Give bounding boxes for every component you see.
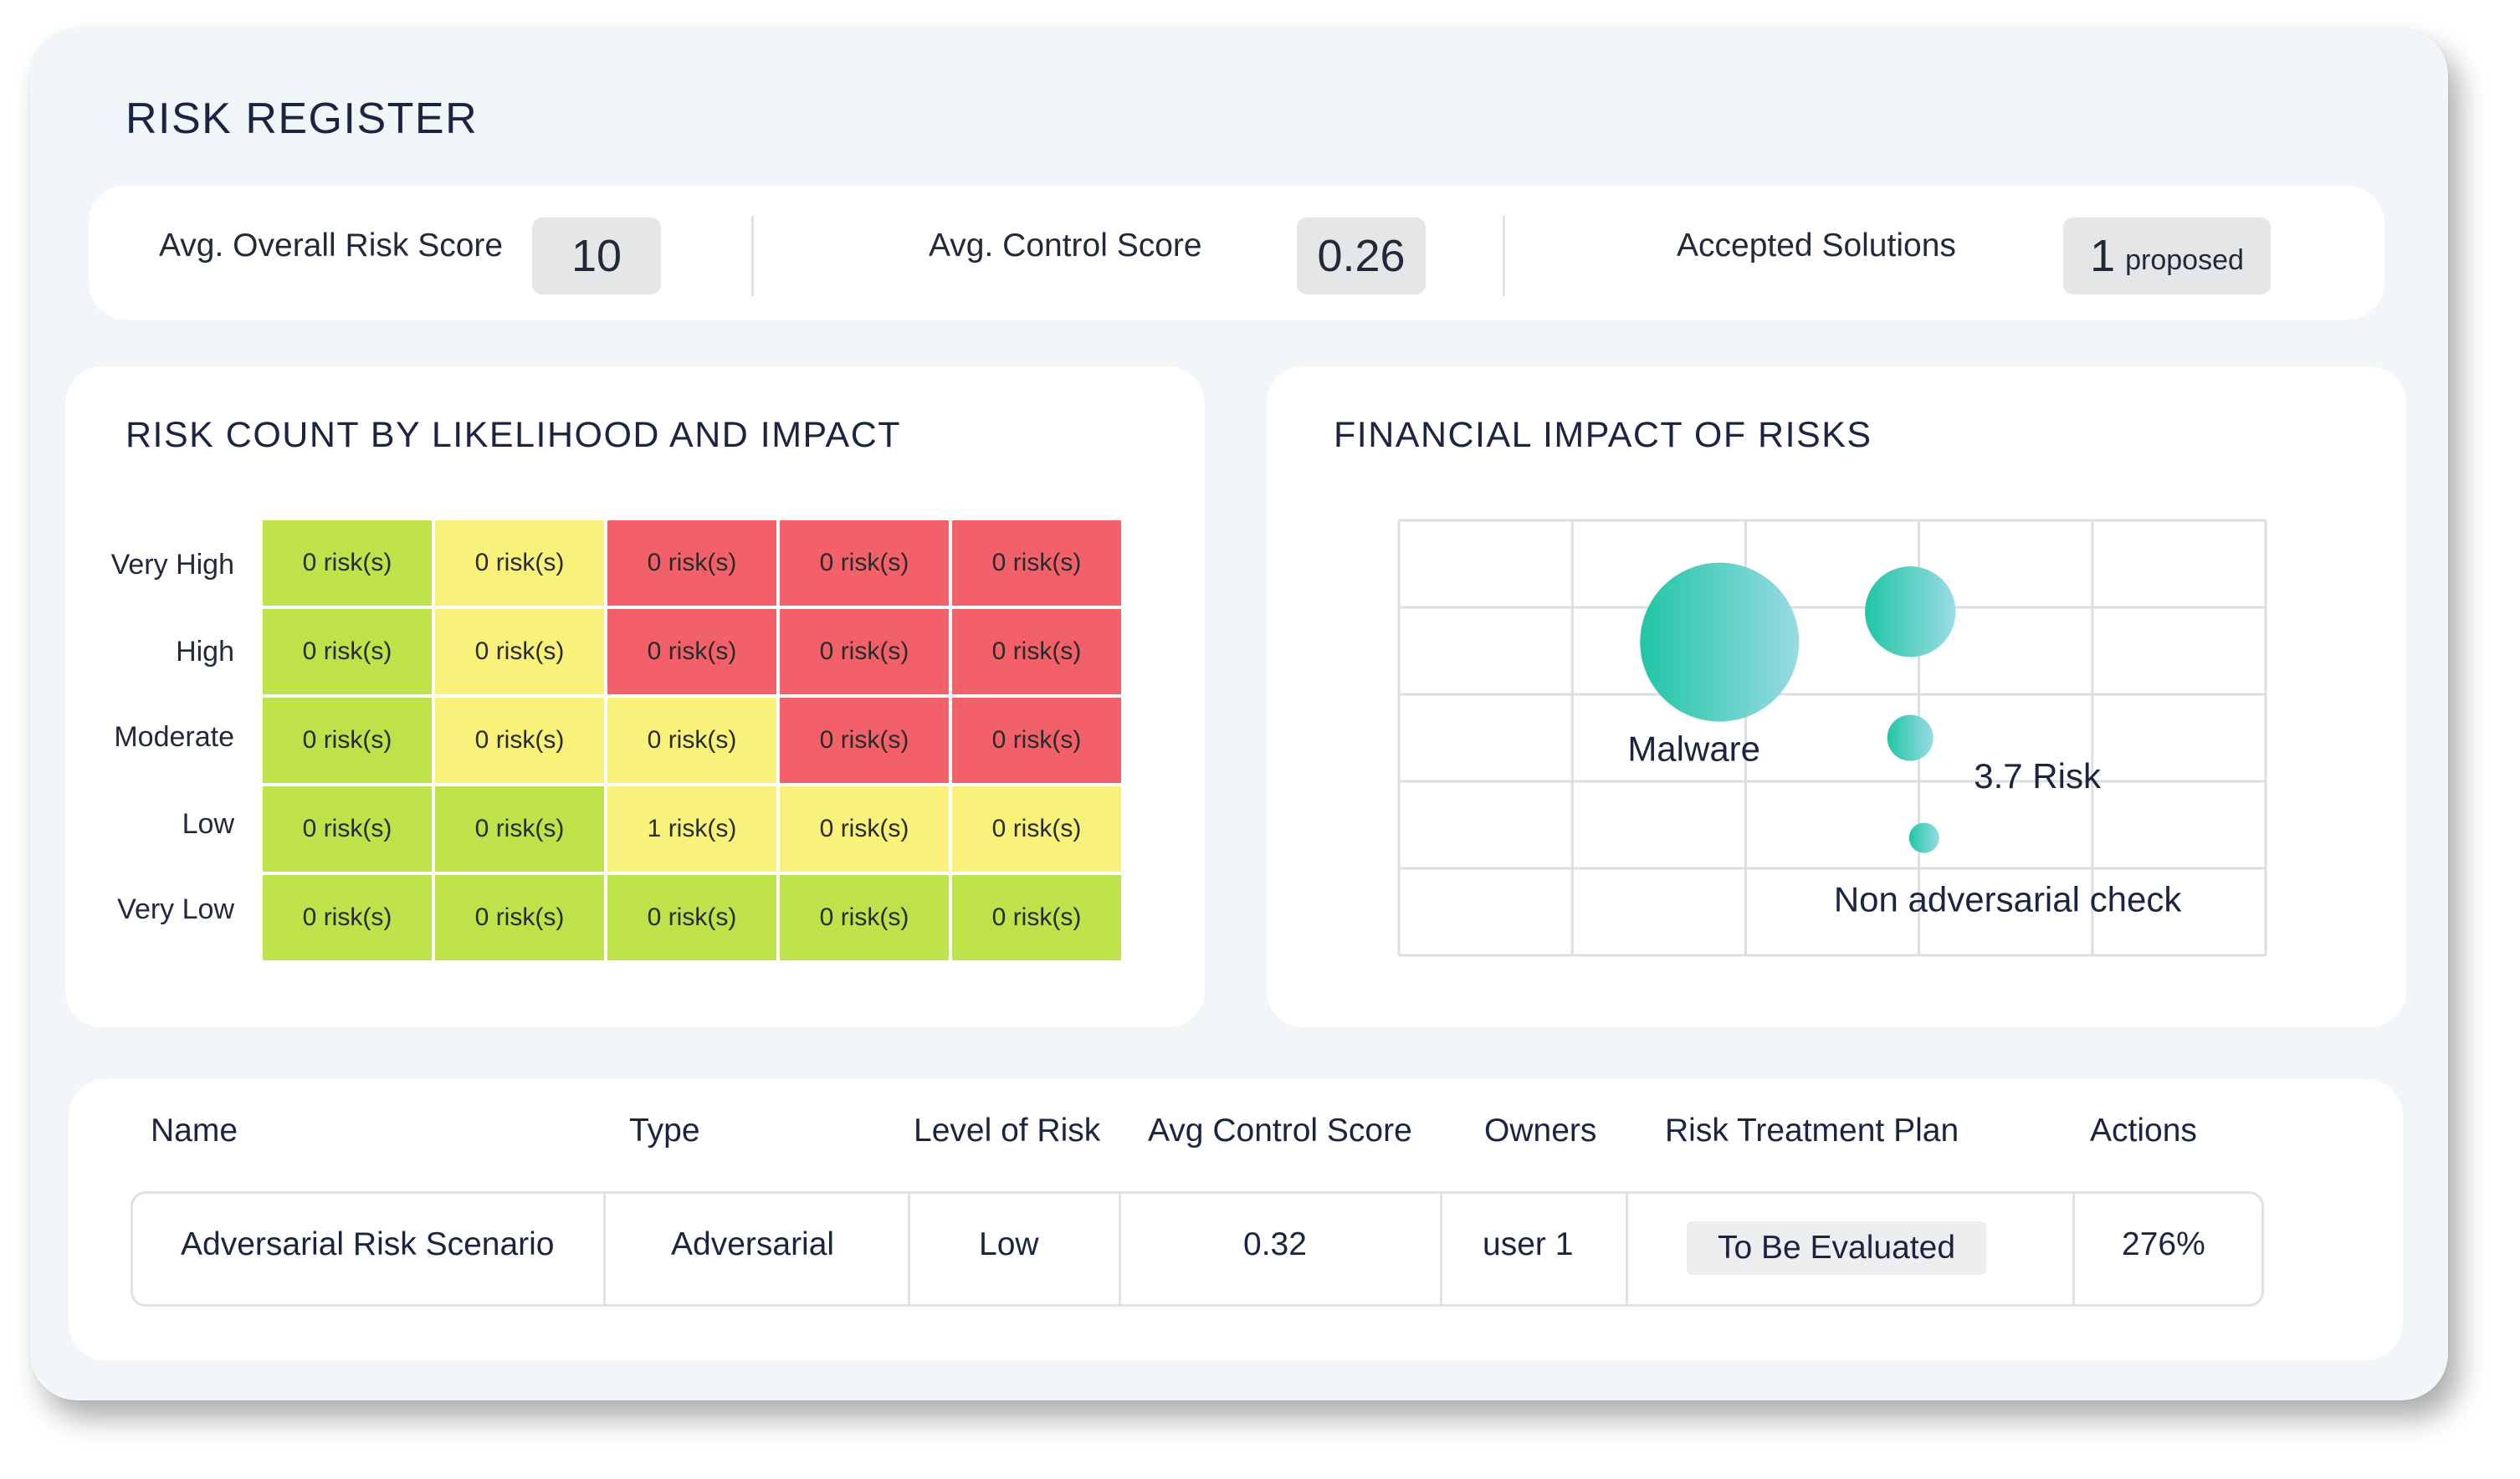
cell-type: Adversarial <box>671 1226 835 1262</box>
table-header[interactable]: Risk Treatment Plan <box>1665 1113 1959 1149</box>
heatmap-row-label: High <box>176 636 234 668</box>
avg-control-score-label: Avg. Control Score <box>929 228 1202 264</box>
table-header[interactable]: Type <box>629 1113 700 1149</box>
bubble-label: Malware <box>1627 729 1760 769</box>
table-header[interactable]: Level of Risk <box>914 1113 1101 1149</box>
financial-impact-bubble-chart: Malware 3.7 Risk Non adversarial check <box>1397 519 2267 957</box>
risk-treatment-plan-badge[interactable]: To Be Evaluated <box>1687 1221 1986 1275</box>
accepted-solutions-label: Accepted Solutions <box>1677 228 1956 264</box>
heatmap-cell[interactable]: 0 risk(s) <box>952 520 1121 606</box>
heatmap-cell[interactable]: 0 risk(s) <box>263 698 432 783</box>
column-divider <box>603 1194 606 1304</box>
heatmap-cell[interactable]: 0 risk(s) <box>780 786 949 872</box>
avg-overall-risk-score-label: Avg. Overall Risk Score <box>159 228 504 264</box>
heatmap-cell[interactable]: 0 risk(s) <box>263 786 432 872</box>
page-title: RISK REGISTER <box>125 95 479 143</box>
heatmap-cell[interactable]: 0 risk(s) <box>435 520 604 606</box>
column-divider <box>1119 1194 1121 1304</box>
heatmap-cell[interactable]: 0 risk(s) <box>435 875 604 960</box>
avg-control-score-value: 0.26 <box>1297 218 1426 294</box>
heatmap-cell[interactable]: 0 risk(s) <box>780 875 949 960</box>
financial-impact-panel <box>1267 366 2406 1027</box>
heatmap-cell[interactable]: 0 risk(s) <box>952 609 1121 694</box>
bubble-point[interactable] <box>1887 714 1934 761</box>
table-header[interactable]: Avg Control Score <box>1148 1113 1412 1149</box>
heatmap-cell[interactable]: 1 risk(s) <box>607 786 776 872</box>
heatmap-cell[interactable]: 0 risk(s) <box>435 698 604 783</box>
risk-heatmap-grid: 0 risk(s) 0 risk(s) 0 risk(s) 0 risk(s) 0 ri… <box>263 520 1121 960</box>
heatmap-row-label: Low <box>182 808 234 840</box>
bubble-point[interactable] <box>1640 562 1800 722</box>
financial-impact-title: FINANCIAL IMPACT OF RISKS <box>1334 415 1872 455</box>
heatmap-cell[interactable]: 0 risk(s) <box>952 875 1121 960</box>
heatmap-cell[interactable]: 0 risk(s) <box>607 609 776 694</box>
column-divider <box>1626 1194 1628 1304</box>
table-header[interactable]: Actions <box>2090 1113 2197 1149</box>
cell-name[interactable]: Adversarial Risk Scenario <box>181 1226 555 1262</box>
stat-divider <box>1503 216 1505 296</box>
column-divider <box>2072 1194 2075 1304</box>
heatmap-cell[interactable]: 0 risk(s) <box>607 875 776 960</box>
heatmap-title: RISK COUNT BY LIKELIHOOD AND IMPACT <box>125 415 902 455</box>
cell-level-of-risk: Low <box>979 1226 1039 1262</box>
cell-owners: user 1 <box>1483 1226 1574 1262</box>
cell-actions[interactable]: 276% <box>2122 1226 2205 1262</box>
cell-avg-control-score: 0.32 <box>1243 1226 1307 1262</box>
bubble-label: 3.7 Risk <box>1974 756 2102 796</box>
heatmap-cell[interactable]: 0 risk(s) <box>263 520 432 606</box>
heatmap-cell[interactable]: 0 risk(s) <box>263 875 432 960</box>
heatmap-cell[interactable]: 0 risk(s) <box>780 520 949 606</box>
heatmap-cell[interactable]: 0 risk(s) <box>780 609 949 694</box>
heatmap-cell[interactable]: 0 risk(s) <box>780 698 949 783</box>
bubble-point[interactable] <box>1908 822 1939 853</box>
bubble-point[interactable] <box>1865 566 1956 658</box>
summary-stats-bar: Avg. Overall Risk Score 10 Avg. Control … <box>89 186 2384 320</box>
heatmap-row-label: Very Low <box>117 893 234 925</box>
column-divider <box>908 1194 910 1304</box>
heatmap-row-label: Moderate <box>114 721 234 753</box>
table-header[interactable]: Name <box>151 1113 238 1149</box>
heatmap-cell[interactable]: 0 risk(s) <box>952 698 1121 783</box>
stat-divider <box>751 216 754 296</box>
avg-overall-risk-score-value: 10 <box>532 218 661 294</box>
heatmap-cell[interactable]: 0 risk(s) <box>435 609 604 694</box>
heatmap-row-label: Very High <box>110 549 234 581</box>
heatmap-cell[interactable]: 0 risk(s) <box>435 786 604 872</box>
heatmap-cell[interactable]: 0 risk(s) <box>607 698 776 783</box>
heatmap-cell[interactable]: 0 risk(s) <box>607 520 776 606</box>
heatmap-cell[interactable]: 0 risk(s) <box>952 786 1121 872</box>
bubble-label: Non adversarial check <box>1834 880 2183 919</box>
accepted-solutions-value: 1 proposed <box>2063 218 2271 294</box>
table-header[interactable]: Owners <box>1484 1113 1597 1149</box>
heatmap-cell[interactable]: 0 risk(s) <box>263 609 432 694</box>
column-divider <box>1440 1194 1442 1304</box>
